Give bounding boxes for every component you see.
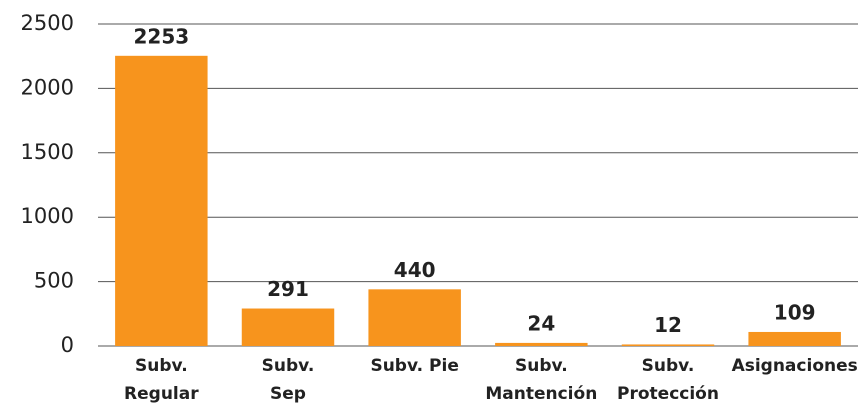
bar bbox=[241, 308, 335, 346]
bar bbox=[115, 55, 208, 346]
y-tick-label: 1500 bbox=[21, 140, 74, 164]
y-tick-label: 1000 bbox=[21, 204, 74, 228]
y-tick-label: 2000 bbox=[21, 75, 74, 99]
x-tick-label: Subv. bbox=[642, 356, 695, 376]
bar bbox=[748, 331, 841, 346]
x-tick-label: Subv. Pie bbox=[370, 356, 458, 376]
x-tick-label: Sep bbox=[270, 384, 306, 404]
bar bbox=[495, 342, 588, 346]
value-label: 291 bbox=[267, 277, 309, 301]
x-tick-label: Regular bbox=[124, 384, 199, 404]
value-label: 440 bbox=[394, 258, 436, 282]
y-tick-label: 0 bbox=[61, 333, 74, 357]
bar bbox=[621, 344, 715, 346]
x-tick-label: Subv. bbox=[135, 356, 188, 376]
y-tick-label: 500 bbox=[34, 269, 74, 293]
x-tick-label: Mantención bbox=[485, 384, 597, 404]
value-label: 109 bbox=[774, 300, 816, 324]
bar bbox=[368, 289, 461, 346]
x-tick-label: Protección bbox=[617, 384, 719, 404]
value-label: 2253 bbox=[133, 24, 189, 48]
value-label: 12 bbox=[654, 313, 682, 337]
x-tick-label: Asignaciones bbox=[732, 356, 858, 376]
x-tick-label: Subv. bbox=[515, 356, 568, 376]
value-label: 24 bbox=[527, 311, 555, 335]
x-tick-label: Subv. bbox=[262, 356, 315, 376]
y-tick-label: 2500 bbox=[21, 11, 74, 35]
